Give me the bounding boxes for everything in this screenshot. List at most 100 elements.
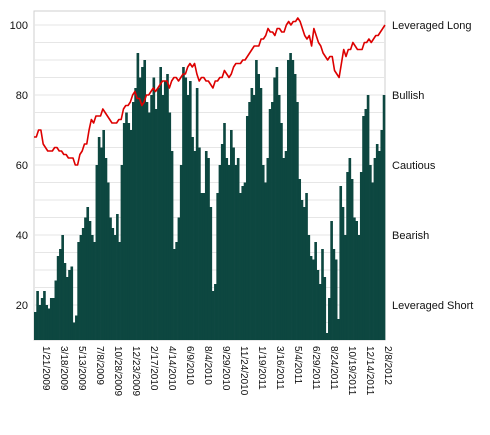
y-tick-label: 80	[16, 90, 28, 102]
bar	[375, 144, 379, 340]
bar	[157, 88, 160, 340]
bar	[268, 109, 272, 340]
bar	[261, 165, 265, 340]
bar	[75, 315, 78, 340]
bar	[332, 249, 336, 340]
bar	[328, 298, 331, 340]
bar	[277, 95, 281, 340]
x-tick-label: 7/8/2009	[94, 346, 105, 385]
bar	[43, 291, 46, 340]
bar	[120, 165, 124, 340]
bar	[230, 130, 233, 340]
bar	[193, 151, 197, 340]
bar	[195, 88, 199, 340]
y-tick-label: 20	[16, 300, 28, 312]
bar	[54, 280, 58, 340]
bar	[323, 277, 327, 340]
bar	[109, 217, 112, 340]
bar	[378, 151, 381, 340]
bar	[182, 67, 185, 340]
x-tick-label: 11/24/2010	[238, 346, 249, 396]
bar	[47, 308, 51, 340]
bar	[225, 158, 229, 340]
bar	[97, 137, 101, 340]
bar	[309, 256, 313, 340]
bar	[286, 60, 290, 340]
bar	[353, 217, 356, 340]
bar	[102, 130, 106, 340]
bar	[280, 123, 283, 340]
bar	[293, 74, 297, 340]
bar	[118, 242, 121, 340]
bar	[154, 109, 158, 340]
bar	[40, 298, 44, 340]
bar	[36, 291, 39, 340]
bar	[79, 235, 83, 340]
bar	[34, 312, 37, 340]
bar	[59, 249, 62, 340]
bar	[116, 214, 119, 340]
bar	[380, 130, 384, 340]
bar	[241, 186, 245, 340]
bar	[122, 123, 126, 340]
right-axis-label: Leveraged Long	[392, 20, 472, 32]
bar	[52, 298, 55, 340]
bar	[166, 74, 169, 340]
bar	[207, 158, 210, 340]
bar	[250, 88, 254, 340]
bar	[198, 147, 201, 340]
bar	[61, 235, 64, 340]
bar	[175, 242, 178, 340]
bar	[266, 158, 270, 340]
y-tick-label: 40	[16, 230, 28, 242]
bar	[129, 130, 133, 340]
bar	[77, 242, 80, 340]
bar	[369, 165, 372, 340]
x-tick-label: 5/13/2009	[76, 346, 87, 391]
right-axis-label: Bearish	[392, 230, 429, 242]
bar	[289, 53, 292, 340]
bar	[305, 193, 308, 340]
bar	[138, 77, 142, 340]
bar	[307, 235, 311, 340]
bar	[68, 270, 71, 340]
bar	[45, 305, 49, 340]
bar	[125, 112, 128, 340]
bar	[179, 165, 183, 340]
bar	[236, 158, 240, 340]
bar	[302, 207, 306, 340]
bar	[350, 179, 354, 340]
bar	[296, 102, 299, 340]
bar	[209, 207, 213, 340]
bar	[259, 88, 263, 340]
x-tick-label: 6/9/2010	[184, 346, 195, 385]
x-tick-label: 6/29/2011	[310, 346, 321, 390]
bar	[143, 60, 147, 340]
bar	[152, 77, 156, 340]
bar	[147, 112, 151, 340]
bar	[314, 242, 317, 340]
bar	[359, 172, 363, 340]
bar	[49, 298, 53, 340]
bar	[168, 112, 172, 340]
bar	[70, 266, 74, 340]
bar	[234, 165, 238, 340]
bar	[318, 284, 322, 340]
bar	[325, 333, 329, 340]
y-tick-label: 60	[16, 160, 28, 172]
bar	[282, 158, 286, 340]
bar	[145, 102, 149, 340]
bar	[100, 147, 103, 340]
bar	[239, 193, 242, 340]
x-tick-label: 2/8/2012	[382, 346, 393, 385]
x-tick-label: 3/16/2011	[274, 346, 285, 390]
bar	[211, 291, 215, 340]
bar	[300, 200, 304, 340]
bar	[188, 81, 192, 340]
bar	[343, 235, 347, 340]
right-axis-label: Bullish	[392, 90, 424, 102]
bar	[93, 242, 96, 340]
bar	[38, 305, 42, 340]
bar	[348, 158, 352, 340]
